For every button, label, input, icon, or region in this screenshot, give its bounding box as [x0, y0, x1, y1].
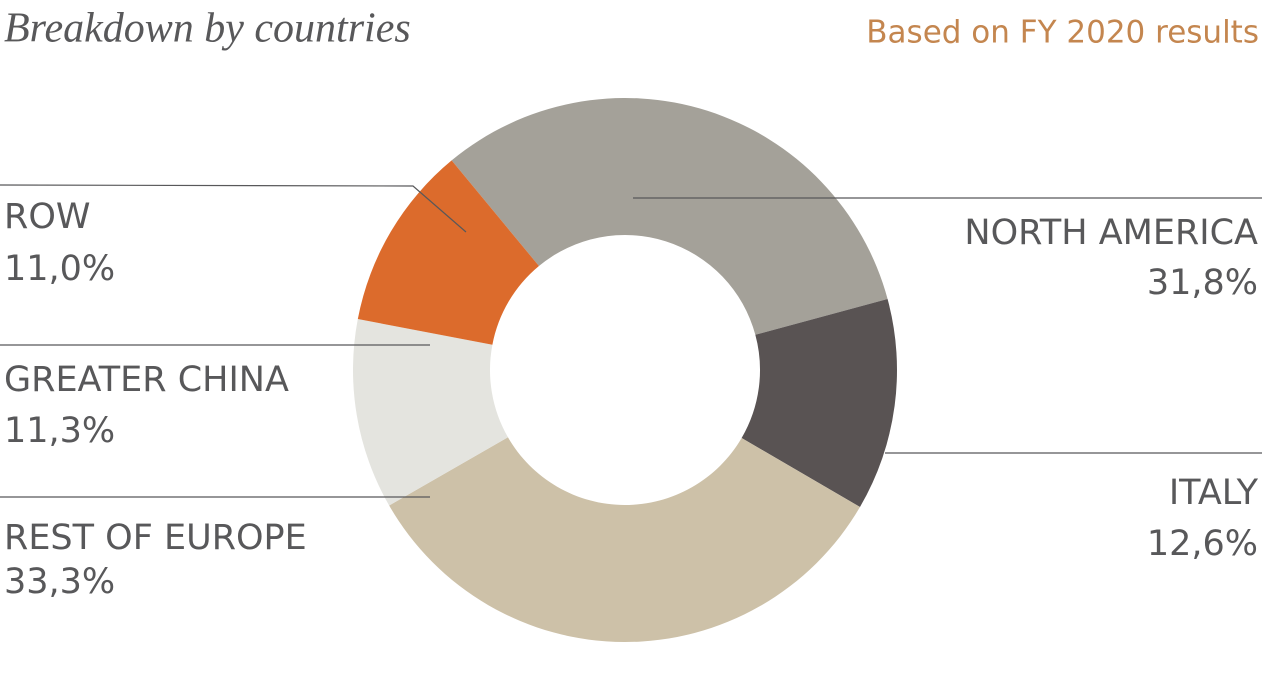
slice	[389, 437, 860, 642]
slice	[451, 98, 888, 335]
category-label: NORTH AMERICA	[964, 213, 1258, 253]
donut	[353, 98, 897, 642]
value-label: 31,8%	[1147, 263, 1258, 303]
labels: NORTH AMERICA 31,8% ITALY 12,6% REST OF EURO…	[0, 184, 1262, 602]
value-label: 11,3%	[4, 411, 115, 451]
leader-line	[0, 184, 467, 233]
chart-title: Breakdown by countries	[4, 6, 411, 52]
category-label: ROW	[4, 197, 90, 237]
slice	[353, 319, 508, 506]
value-label: 33,3%	[4, 562, 115, 602]
value-label: 11,0%	[4, 249, 115, 289]
value-label: 12,6%	[1147, 524, 1258, 564]
category-label: REST OF EUROPE	[4, 518, 307, 558]
chart-subtitle: Based on FY 2020 results	[866, 15, 1259, 51]
slice	[357, 160, 539, 345]
category-label: ITALY	[1169, 473, 1259, 513]
slice	[741, 299, 897, 507]
category-label: GREATER CHINA	[4, 360, 289, 400]
